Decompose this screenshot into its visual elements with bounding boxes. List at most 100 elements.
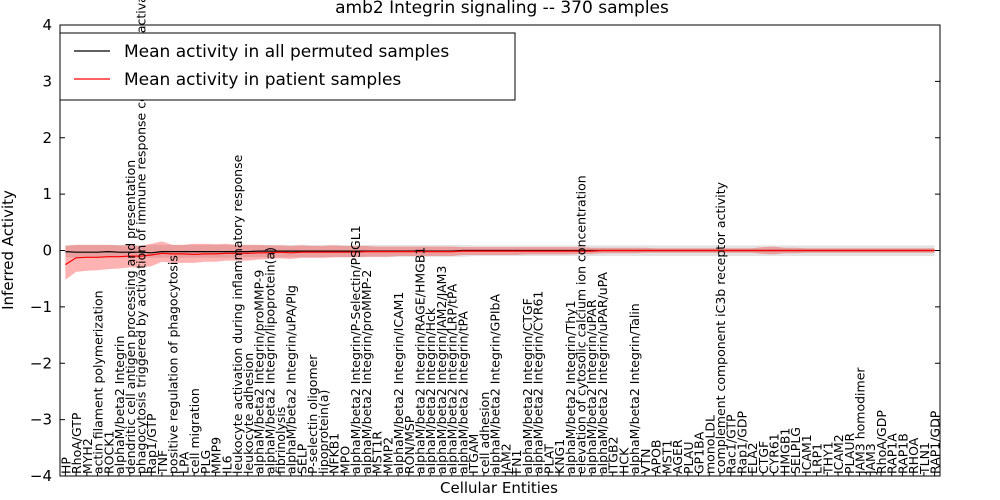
x-tick-label: phagocytosis triggered by activation of … (134, 0, 149, 474)
chart-title: amb2 Integrin signaling -- 370 samples (335, 0, 669, 18)
axes: −4 −3 −2 −1 0 1 2 3 4 (30, 16, 941, 485)
x-tick-label: leukocyte activation during inflammatory… (230, 154, 245, 474)
x-tick-label: TLN1 (917, 442, 932, 475)
x-tick-label: alphaM/beta2 Integrin/CTGF (520, 298, 535, 474)
x-tick-label: APOB (649, 439, 664, 474)
x-tick-label: HMGB1 (777, 428, 792, 474)
x-tick-label: HP (58, 457, 73, 474)
x-tick-label: TNF (155, 450, 170, 475)
x-tick-label: alphaM/beta2 Integrin (112, 336, 127, 474)
x-tick-label: AGER (670, 439, 685, 474)
y-tick-label: 4 (42, 16, 52, 34)
x-tick-label: alphaM/beta2 Integrin/uPAR (584, 299, 599, 474)
x-axis-label: Cellular Entities (440, 479, 558, 497)
y-tick-label: 1 (42, 185, 52, 203)
x-tick-label: PLAT (541, 444, 556, 474)
x-tick-label: CYR61 (767, 433, 782, 474)
x-tick-label: LPA (176, 451, 191, 474)
x-tick-label: alphaM/beta2 Integrin/uPAR/uPA (595, 272, 610, 474)
legend-label-permuted: Mean activity in all permuted samples (124, 42, 449, 62)
x-tick-label: KNG1 (552, 439, 567, 474)
legend-label-patient: Mean activity in patient samples (124, 70, 401, 90)
x-tick-label: GP1BA (692, 431, 707, 474)
x-tick-label: ICAM2 (831, 434, 846, 474)
x-tick-label: alphaM/beta2 Integrin/P-Selectin/PSGL1 (348, 225, 363, 474)
x-tick-label: PLAU (681, 442, 696, 475)
x-tick-label: alphaM/beta2 Integrin/Hck (423, 307, 438, 474)
legend: Mean activity in all permuted samples Me… (59, 32, 516, 101)
x-tick-label: FN1 (509, 450, 524, 475)
x-tick-label: VTN (638, 448, 653, 474)
x-tick-label: THY1 (820, 441, 835, 475)
x-tick-label: alphaM/beta2 Integrin/CYR61 (531, 291, 546, 474)
x-tick-label: dendritic cell antigen processing and pr… (123, 160, 138, 474)
x-tick-label: RhoA/GTP (69, 412, 84, 474)
x-tick-label: ROCK1 (101, 431, 116, 474)
series-lines (65, 249, 935, 266)
x-tick-label: JAM3 (863, 443, 878, 475)
x-tick-label: MPO (337, 446, 352, 474)
x-tick-label: actin filament polymerization (91, 290, 106, 474)
y-tick-label: 3 (42, 72, 52, 90)
x-tick-label: RhoA/GDP (874, 410, 889, 474)
x-tick-label: MST1 (659, 440, 674, 474)
x-tick-label: LRP1 (810, 443, 825, 474)
y-tick-label: 2 (42, 129, 52, 147)
x-tick-label: NFKB1 (327, 433, 342, 474)
x-tick-label: alphaM/beta2 Integrin/LRP/tPA (445, 283, 460, 474)
x-tick-label: leukocyte adhesion (241, 353, 256, 474)
x-tick-label: MYH2 (80, 438, 95, 474)
x-tick-label: PLAUR (842, 433, 857, 474)
x-tick-label: complement component iC3b receptor activ… (713, 181, 728, 474)
y-tick-label: −4 (30, 467, 52, 485)
x-tick-label: Rap1/GDP (735, 411, 750, 474)
x-tick-label: HCK (616, 447, 631, 474)
x-tick-label: RHOA (906, 437, 921, 474)
x-tick-label: positive regulation of phagocytosis (166, 255, 181, 474)
x-tick-label: alphaM/beta2 Integrin/lipoprotein(a) (262, 247, 277, 474)
x-tick-label: ITGAM (466, 434, 481, 474)
x-tick-label: RON/MSP (402, 415, 417, 474)
x-tick-label: PLG (198, 450, 213, 474)
x-tick-label: elevation of cytosolic calcium ion conce… (574, 175, 589, 474)
y-tick-label: −1 (30, 298, 52, 316)
x-tick-label: alphaM/beta2 Integrin/proMMP-9 (252, 270, 267, 474)
x-tick-label: RAP1B (895, 433, 910, 474)
x-tick-label: alphaM/beta2 Integrin/ICAM1 (391, 292, 406, 474)
confidence-bands (65, 241, 935, 280)
x-tick-label: P-selectin oligomer (305, 354, 320, 474)
x-tick-label: fibrinolysis (273, 407, 288, 474)
x-tick-label: IL6 (219, 455, 234, 474)
x-tick-label: CTGF (756, 441, 771, 474)
x-tick-label: MST1R (370, 431, 385, 474)
x-tick-label: SELP (295, 443, 310, 474)
x-tick-label: MMP2 (380, 437, 395, 474)
y-tick-label: −3 (30, 411, 52, 429)
x-tick-label: MMP9 (209, 437, 224, 474)
x-tick-label: ELA2 (745, 442, 760, 474)
line-patient (65, 249, 935, 266)
x-tick-label: RAP1/GDP (928, 410, 943, 474)
x-tick-label: alphaM/beta2 Integrin/proMMP-2 (359, 270, 374, 474)
x-tick-label: SELPLG (788, 427, 803, 474)
x-tick-label: lipoprotein(a) (316, 390, 331, 474)
x-tick-label: Rap1/GTP (144, 413, 159, 474)
y-tick-label: 0 (42, 242, 52, 260)
x-tick-label: alphaM/beta2 Integrin/GPIbA (488, 294, 503, 474)
y-tick-label: −2 (30, 354, 52, 372)
x-tick-label: Rac1/GTP (724, 414, 739, 474)
x-tick-label: ITGB2 (606, 436, 621, 474)
x-tick-label: ICAM1 (799, 434, 814, 474)
x-tick-label: cell migration (187, 388, 202, 474)
x-tick-label: monoLDL (702, 415, 717, 474)
x-tick-label: alphaM/beta2 Integrin/RAGE/HMGB1 (413, 247, 428, 474)
x-tick-label: alphaM/beta2 Integrin/Thy1 (563, 300, 578, 474)
x-tick-label: alphaM/beta2 Integrin/Talin (627, 303, 642, 474)
x-tick-label: alphaM/beta2 Integrin/tPA (455, 311, 470, 474)
x-tick-label: JAM3 homodimer (853, 367, 868, 475)
legend-box (59, 32, 516, 101)
x-tick-label: cell adhesion (477, 392, 492, 474)
x-tick-label: alphaM/beta2 Integrin/uPA/Plg (284, 285, 299, 474)
